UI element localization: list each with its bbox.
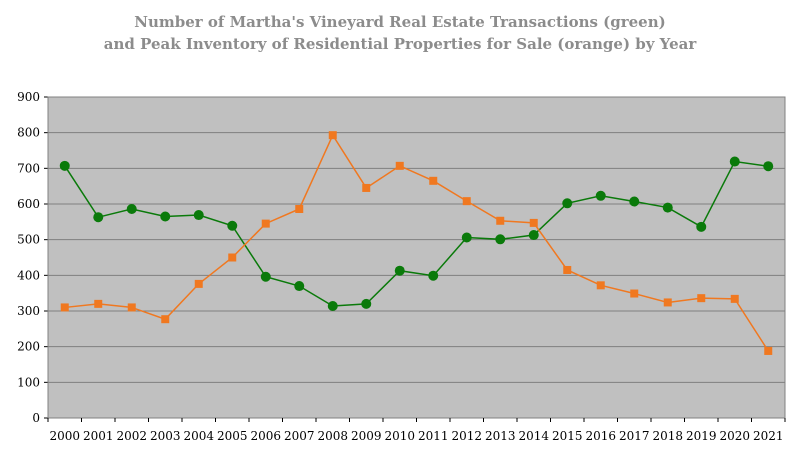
- chart-title-line-2: and Peak Inventory of Residential Proper…: [103, 35, 697, 53]
- data-point: [429, 176, 438, 185]
- x-tick-label: 2002: [116, 429, 147, 443]
- data-point: [93, 212, 104, 223]
- data-point: [729, 156, 740, 167]
- data-point: [562, 198, 573, 209]
- data-point: [260, 271, 271, 282]
- data-point: [697, 294, 706, 303]
- x-tick-label: 2016: [585, 429, 616, 443]
- data-point: [596, 281, 605, 290]
- x-tick-label: 2020: [719, 429, 750, 443]
- data-point: [730, 294, 739, 303]
- data-point: [327, 301, 338, 312]
- data-point: [361, 298, 372, 309]
- axes: [47, 96, 786, 422]
- x-tick-label: 2017: [619, 429, 650, 443]
- x-tick-label: 2009: [351, 429, 382, 443]
- data-point: [294, 281, 305, 292]
- data-point: [529, 218, 538, 227]
- x-tick-label: 2021: [753, 429, 784, 443]
- data-point: [663, 298, 672, 307]
- plot-area: [48, 97, 785, 418]
- x-tick-label: 2000: [49, 429, 80, 443]
- data-point: [662, 202, 673, 213]
- data-point: [763, 161, 774, 172]
- data-point: [462, 197, 471, 206]
- y-tick-label: 500: [17, 233, 40, 247]
- data-point: [161, 315, 170, 324]
- data-point: [194, 279, 203, 288]
- chart-title-line-1: Number of Martha's Vineyard Real Estate …: [134, 13, 666, 31]
- y-tick-label: 100: [17, 375, 40, 389]
- gridlines: [44, 96, 785, 419]
- y-tick-label: 200: [17, 340, 40, 354]
- x-tick-label: 2019: [686, 429, 717, 443]
- y-tick-label: 700: [17, 161, 40, 175]
- data-point: [595, 190, 606, 201]
- series-1: [59, 156, 774, 312]
- data-point: [496, 216, 505, 225]
- data-point: [328, 131, 337, 140]
- x-tick-label: 2018: [652, 429, 683, 443]
- data-point: [261, 219, 270, 228]
- data-point: [696, 221, 707, 232]
- data-point: [630, 289, 639, 298]
- data-point: [528, 230, 539, 241]
- data-point: [629, 196, 640, 207]
- data-point: [295, 204, 304, 213]
- data-point: [428, 270, 439, 281]
- data-point: [94, 299, 103, 308]
- series-2: [60, 131, 773, 355]
- data-point: [126, 203, 137, 214]
- data-point: [764, 346, 773, 355]
- data-point: [60, 303, 69, 312]
- y-tick-labels: 0 100 200 300 400 500 600 700 800 900: [17, 90, 40, 425]
- y-tick-label: 900: [17, 90, 40, 104]
- x-tick-label: 2007: [284, 429, 315, 443]
- y-tick-label: 0: [32, 411, 40, 425]
- data-point: [228, 253, 237, 262]
- series-group: [59, 131, 774, 355]
- data-point: [395, 161, 404, 170]
- series-line: [64, 133, 769, 352]
- data-point: [193, 210, 204, 221]
- y-tick-label: 600: [17, 197, 40, 211]
- x-tick-label: 2004: [183, 429, 214, 443]
- x-tick-label: 2012: [451, 429, 482, 443]
- x-tick-label: 2001: [83, 429, 114, 443]
- data-point: [362, 183, 371, 192]
- series-line: [64, 160, 769, 307]
- x-tick-label: 2005: [217, 429, 248, 443]
- data-point: [227, 220, 238, 231]
- data-point: [394, 265, 405, 276]
- y-tick-label: 400: [17, 268, 40, 282]
- data-point: [160, 211, 171, 222]
- x-tick-label: 2006: [250, 429, 281, 443]
- data-point: [127, 303, 136, 312]
- data-point: [563, 265, 572, 274]
- x-tick-label: 2008: [317, 429, 348, 443]
- x-tick-label: 2003: [150, 429, 181, 443]
- x-tick-label: 2015: [552, 429, 583, 443]
- x-tick-label: 2010: [384, 429, 415, 443]
- y-tick-label: 300: [17, 304, 40, 318]
- x-tick-labels: 2000 2001 2002 2003 2004 2005 2006 2007 2008 2009…: [49, 429, 783, 443]
- x-tick-label: 2013: [485, 429, 516, 443]
- data-point: [461, 232, 472, 243]
- data-point: [495, 234, 506, 245]
- data-point: [59, 160, 70, 171]
- x-tick-label: 2011: [418, 429, 449, 443]
- x-tick-label: 2014: [518, 429, 549, 443]
- y-tick-label: 800: [17, 126, 40, 140]
